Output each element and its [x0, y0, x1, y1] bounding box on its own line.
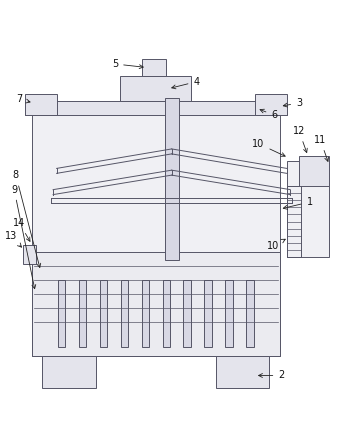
Bar [120, 76, 191, 101]
Text: 11: 11 [314, 135, 329, 161]
Bar [25, 101, 287, 115]
Bar [142, 280, 149, 347]
Bar [32, 252, 280, 356]
Bar [25, 94, 57, 115]
Bar [142, 58, 166, 76]
Bar [79, 280, 86, 347]
Bar [246, 280, 253, 347]
Bar [23, 245, 36, 264]
Bar [216, 356, 269, 388]
Text: 1: 1 [283, 197, 313, 209]
Text: 8: 8 [13, 171, 41, 268]
Bar [183, 280, 191, 347]
Bar [100, 280, 107, 347]
Text: 2: 2 [258, 370, 285, 381]
Bar [204, 280, 212, 347]
Bar [162, 280, 170, 347]
Bar [287, 161, 329, 257]
Text: 9: 9 [11, 185, 36, 289]
Bar [121, 280, 128, 347]
Text: 6: 6 [260, 109, 278, 120]
Text: 7: 7 [16, 94, 30, 105]
Text: 12: 12 [293, 126, 307, 152]
Bar [165, 97, 179, 260]
Bar [287, 186, 301, 257]
Text: 5: 5 [112, 59, 143, 69]
Bar [299, 156, 329, 186]
Bar [42, 356, 96, 388]
Text: 14: 14 [13, 218, 30, 241]
Bar [255, 94, 287, 115]
Bar [225, 280, 233, 347]
Bar [32, 108, 280, 356]
Text: 10: 10 [267, 239, 285, 251]
Text: 4: 4 [172, 77, 200, 89]
Text: 3: 3 [283, 98, 302, 108]
Text: 13: 13 [5, 231, 22, 247]
Text: 10: 10 [252, 139, 285, 156]
Bar [58, 280, 65, 347]
